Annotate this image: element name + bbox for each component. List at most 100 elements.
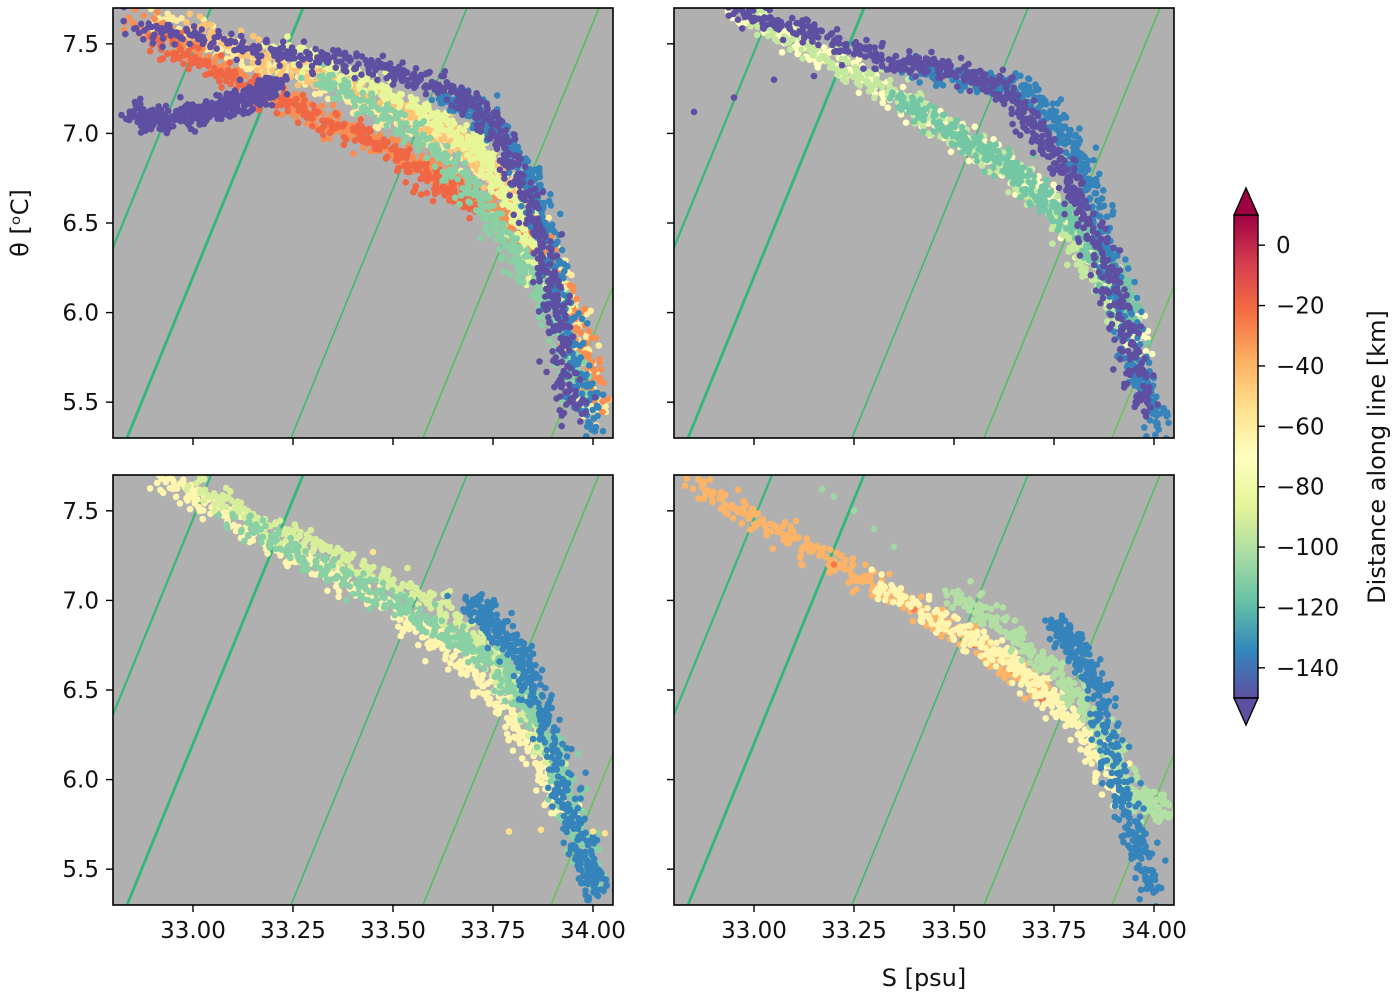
data-point [137, 95, 144, 103]
data-point [237, 32, 245, 40]
data-point [352, 64, 359, 71]
data-point [577, 354, 584, 361]
data-point [396, 90, 404, 98]
data-point [505, 164, 512, 171]
data-point [884, 104, 892, 111]
data-point [525, 263, 533, 271]
data-point [523, 220, 530, 227]
data-point [390, 74, 397, 81]
data-point [563, 322, 570, 330]
data-point [183, 116, 191, 124]
data-point [162, 102, 170, 110]
data-point [978, 162, 986, 169]
data-point [1142, 347, 1150, 355]
data-point [374, 57, 382, 65]
data-point [489, 150, 497, 158]
data-point [820, 52, 828, 60]
data-point [183, 27, 191, 35]
data-point [177, 93, 184, 101]
data-point [510, 240, 517, 248]
data-point [588, 426, 595, 434]
data-point [583, 399, 590, 406]
data-point [149, 39, 157, 47]
data-point [545, 214, 552, 222]
data-point [159, 43, 166, 51]
data-point [419, 134, 426, 141]
data-point [471, 178, 479, 186]
isopycnal-line-top-right-5 [1111, 284, 1174, 438]
data-point [254, 59, 262, 66]
data-point [559, 307, 566, 315]
data-point [120, 17, 127, 25]
data-point [278, 54, 286, 61]
data-point [511, 145, 518, 152]
data-point [164, 107, 172, 115]
data-point [198, 26, 206, 33]
data-point [367, 127, 374, 135]
data-point [194, 108, 201, 116]
data-point [569, 333, 577, 341]
data-point [267, 45, 275, 53]
data-point [565, 372, 573, 380]
data-point [597, 377, 604, 385]
data-point [872, 79, 880, 86]
data-point [560, 302, 567, 309]
data-point [466, 205, 473, 213]
data-point [137, 20, 145, 28]
data-point [537, 181, 544, 189]
data-point [195, 103, 203, 111]
data-point [323, 58, 331, 65]
data-point [455, 150, 463, 158]
data-point [300, 38, 308, 45]
panel-top-right [667, 7, 1175, 445]
data-point [191, 28, 199, 36]
data-point [535, 204, 542, 212]
data-point [545, 328, 553, 336]
data-point [523, 246, 530, 254]
isopycnal-line-top-left-3 [290, 8, 468, 438]
data-point [428, 96, 436, 104]
data-point [346, 91, 353, 98]
data-point [399, 59, 406, 66]
data-point [786, 46, 794, 53]
data-point [263, 38, 271, 45]
data-point [218, 52, 225, 59]
data-point [1065, 235, 1073, 243]
data-point [404, 82, 411, 89]
data-point [388, 106, 395, 114]
y-axis-label: θ [ᵒC] [6, 189, 34, 257]
data-point [434, 87, 441, 95]
data-point [277, 94, 285, 102]
data-point [158, 29, 165, 37]
data-point [1148, 350, 1156, 358]
data-point [483, 109, 491, 116]
data-point [789, 35, 796, 43]
data-point [478, 203, 486, 211]
data-point [778, 49, 786, 56]
data-point [429, 197, 437, 205]
data-point [268, 101, 276, 109]
data-point [500, 253, 508, 260]
data-point [458, 192, 465, 199]
data-point [440, 84, 448, 92]
data-point [445, 166, 453, 174]
data-point [547, 202, 555, 209]
data-point [507, 247, 515, 255]
data-point [580, 339, 587, 347]
data-point [239, 46, 246, 54]
data-point [514, 161, 522, 169]
data-point [208, 40, 215, 48]
data-point [856, 82, 864, 89]
data-point [549, 254, 557, 261]
data-point [429, 110, 436, 117]
data-point [916, 89, 924, 97]
data-point [309, 115, 316, 122]
data-point [258, 96, 266, 103]
data-point [855, 89, 863, 97]
data-point [507, 258, 514, 265]
data-point [990, 136, 997, 143]
data-point [567, 395, 575, 402]
data-point [195, 35, 202, 43]
data-point [539, 188, 547, 196]
data-point [447, 127, 455, 134]
